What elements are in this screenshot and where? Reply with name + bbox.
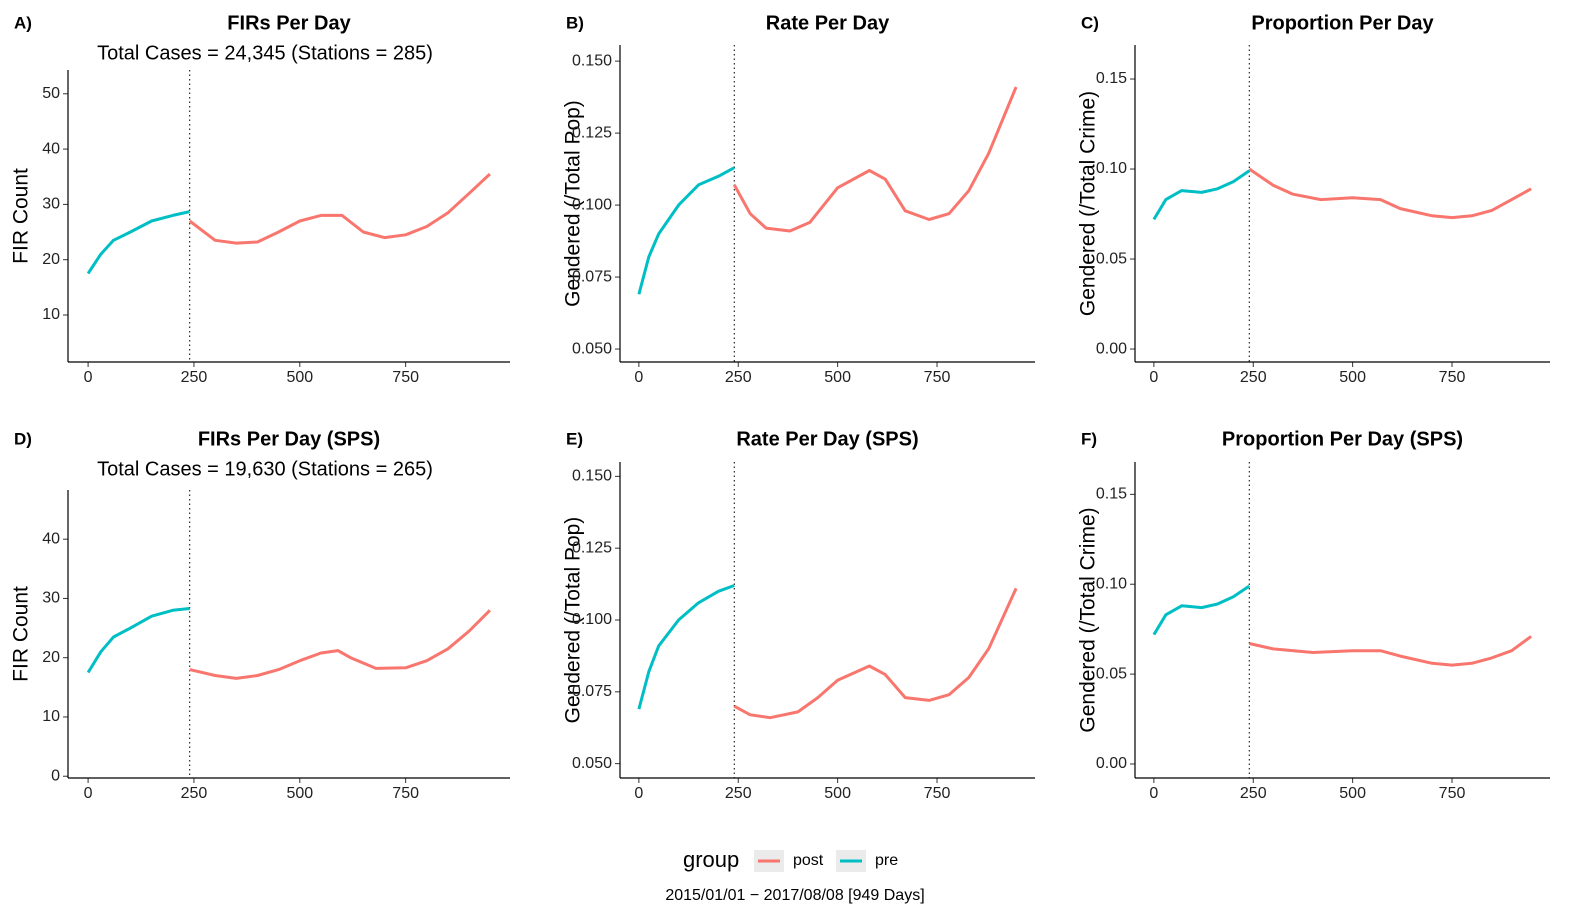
y-tick-label: 0.100 — [572, 196, 612, 213]
x-tick-label: 0 — [634, 785, 643, 802]
x-tick-label: 0 — [1149, 785, 1158, 802]
x-tick-label: 500 — [1339, 369, 1366, 386]
x-tick-label: 0 — [84, 369, 93, 386]
y-tick-label: 0.050 — [572, 755, 612, 772]
x-tick-label: 750 — [1439, 785, 1466, 802]
y-tick-label: 0.150 — [572, 468, 612, 485]
x-tick-label: 750 — [392, 785, 419, 802]
legend-title: group — [683, 847, 739, 872]
x-tick-label: 0 — [1149, 369, 1158, 386]
subtitle: Total Cases = 19,630 (Stations = 265) — [97, 458, 433, 480]
smooth-line — [1152, 584, 1251, 636]
y-tick-label: 0.00 — [1096, 755, 1127, 772]
panel-label: F) — [1081, 429, 1097, 448]
y-tick-label: 0.125 — [572, 539, 612, 556]
y-tick-label: 0.075 — [572, 268, 612, 285]
y-tick-label: 0.15 — [1096, 486, 1127, 503]
smooth-line — [86, 607, 190, 674]
x-tick-label: 750 — [1439, 369, 1466, 386]
x-tick-label: 0 — [634, 369, 643, 386]
y-tick-label: 0.15 — [1096, 70, 1127, 87]
x-tick-label: 500 — [824, 369, 851, 386]
y-axis-label: Gendered (/Total Crime) — [1077, 91, 1100, 316]
y-axis-label: Gendered (/Total Pop) — [562, 517, 585, 724]
smooth-line — [733, 587, 1018, 720]
x-tick-label: 500 — [824, 785, 851, 802]
y-tick-label: 30 — [42, 590, 60, 607]
panel-label: B) — [566, 13, 584, 32]
chart-title: Rate Per Day (SPS) — [736, 428, 918, 450]
x-tick-label: 750 — [392, 369, 419, 386]
y-axis-label: Gendered (/Total Pop) — [562, 100, 585, 307]
y-tick-label: 40 — [42, 530, 60, 547]
x-tick-label: 500 — [286, 785, 313, 802]
y-tick-label: 0.05 — [1096, 665, 1127, 682]
x-tick-label: 750 — [924, 785, 951, 802]
y-tick-label: 0.075 — [572, 683, 612, 700]
legend-label: pre — [875, 852, 898, 869]
smooth-line — [1152, 169, 1251, 221]
y-tick-label: 0 — [51, 767, 60, 784]
smooth-line — [637, 166, 736, 295]
panel-label: E) — [566, 429, 583, 448]
x-tick-label: 500 — [1339, 785, 1366, 802]
y-axis-label: FIR Count — [10, 586, 33, 682]
y-tick-label: 0.10 — [1096, 575, 1127, 592]
y-tick-label: 0.100 — [572, 611, 612, 628]
caption: 2015/01/01 − 2017/08/08 [949 Days] — [665, 887, 924, 904]
y-axis-label: FIR Count — [10, 168, 33, 264]
x-tick-label: 250 — [1240, 369, 1267, 386]
smooth-line — [637, 584, 735, 710]
y-tick-label: 30 — [42, 196, 60, 213]
chart-title: Rate Per Day — [766, 12, 890, 34]
x-tick-label: 250 — [725, 369, 752, 386]
y-tick-label: 0.125 — [572, 124, 612, 141]
subtitle: Total Cases = 24,345 (Stations = 285) — [97, 42, 433, 64]
smooth-line — [1248, 635, 1532, 667]
chart-title: FIRs Per Day — [227, 12, 351, 34]
smooth-line — [188, 172, 491, 245]
x-tick-label: 750 — [924, 369, 951, 386]
x-tick-label: 250 — [181, 369, 208, 386]
chart-title: Proportion Per Day — [1251, 12, 1434, 34]
panel-label: A) — [14, 13, 32, 32]
x-tick-label: 250 — [725, 785, 752, 802]
smooth-line — [189, 609, 491, 680]
y-tick-label: 0.00 — [1096, 340, 1127, 357]
panel-label: D) — [14, 429, 32, 448]
smooth-line — [86, 210, 191, 275]
x-tick-label: 250 — [1240, 785, 1267, 802]
y-tick-label: 20 — [42, 649, 60, 666]
chart-title: FIRs Per Day (SPS) — [198, 428, 380, 450]
y-tick-label: 0.050 — [572, 340, 612, 357]
x-tick-label: 0 — [84, 785, 93, 802]
y-tick-label: 0.05 — [1096, 250, 1127, 267]
y-tick-label: 20 — [42, 251, 60, 268]
panel-label: C) — [1081, 13, 1099, 32]
y-tick-label: 10 — [42, 306, 60, 323]
smooth-line — [732, 86, 1018, 233]
smooth-line — [1248, 167, 1532, 220]
x-tick-label: 250 — [181, 785, 208, 802]
legend-label: post — [793, 852, 824, 869]
y-tick-label: 10 — [42, 708, 60, 725]
chart-title: Proportion Per Day (SPS) — [1222, 428, 1463, 450]
y-tick-label: 50 — [42, 85, 60, 102]
y-tick-label: 40 — [42, 140, 60, 157]
x-tick-label: 500 — [286, 369, 313, 386]
y-tick-label: 0.10 — [1096, 160, 1127, 177]
y-axis-label: Gendered (/Total Crime) — [1077, 507, 1100, 732]
y-tick-label: 0.150 — [572, 52, 612, 69]
